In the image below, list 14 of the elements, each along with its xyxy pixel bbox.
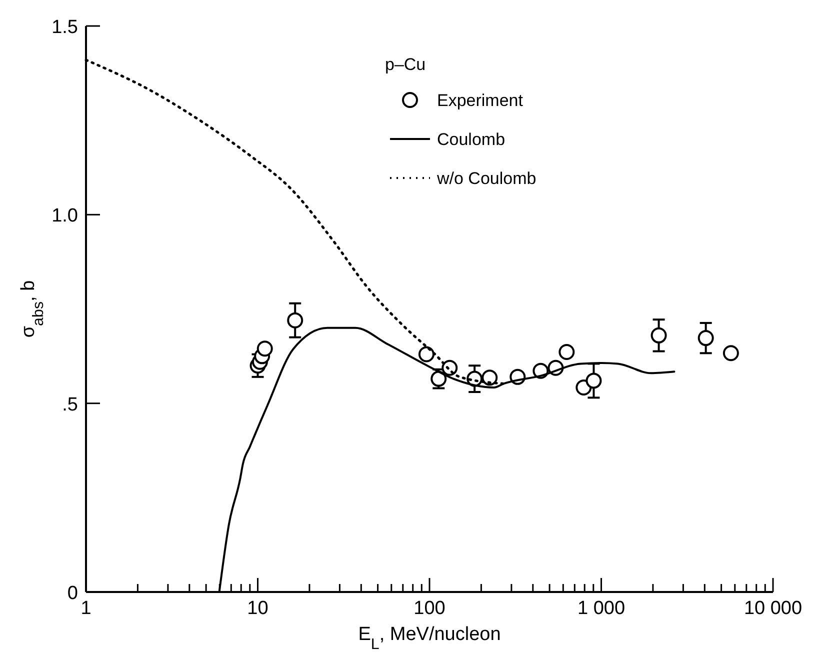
- legend-label: Coulomb: [437, 130, 506, 149]
- legend-label: w/o Coulomb: [436, 169, 536, 188]
- x-tick-label: 1 000: [577, 598, 626, 619]
- y-tick-label: 0: [67, 583, 78, 604]
- x-tick-label: 10 000: [744, 598, 802, 619]
- y-tick-label: 1.5: [52, 17, 78, 38]
- x-tick-label: 100: [414, 598, 446, 619]
- x-tick-label: 10: [247, 598, 268, 619]
- legend-label: Experiment: [437, 91, 524, 110]
- x-axis-title: E$_{L}$, MeV/nucleon: [358, 624, 501, 652]
- x-tick-label: 1: [80, 598, 92, 619]
- y-tick-label: 1.0: [52, 206, 78, 227]
- annotation: p–Cu: [385, 55, 426, 74]
- y-tick-label: .5: [62, 394, 78, 416]
